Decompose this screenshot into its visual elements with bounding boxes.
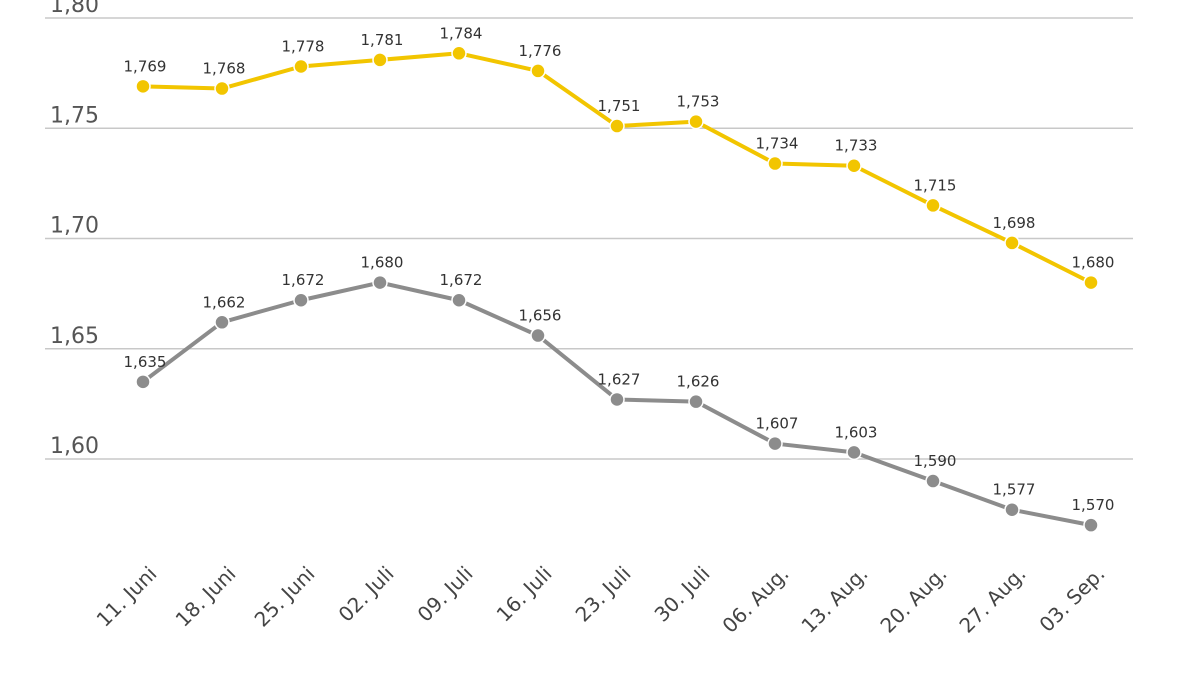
upper-series-line xyxy=(141,51,1093,285)
series-lines xyxy=(135,45,1099,533)
upper-series-point xyxy=(530,63,546,79)
lower-series-data-label: 1,672 xyxy=(282,271,325,289)
upper-series-point xyxy=(767,155,783,172)
lower-series-data-label: 1,607 xyxy=(756,415,799,433)
x-axis-tick-labels: 11. Juni 18. Juni 25. Juni 02. Juli 09. Juli… xyxy=(92,562,1110,638)
x-tick-label: 20. Aug. xyxy=(875,562,951,638)
lower-series-point xyxy=(609,391,625,408)
y-tick-label: 1,75 xyxy=(50,103,99,128)
x-tick-label: 30. Juli xyxy=(650,562,715,627)
lower-series-point xyxy=(925,473,941,489)
lower-series-data-label: 1,626 xyxy=(677,373,720,391)
upper-series-data-label: 1,733 xyxy=(835,137,878,155)
upper-series-point xyxy=(293,58,309,75)
y-axis-tick-labels: 1,60 1,65 1,70 1,75 1,80 xyxy=(50,0,99,459)
lower-series-data-label: 1,603 xyxy=(835,423,878,441)
lower-series-point xyxy=(293,292,309,308)
x-tick-label: 16. Juli xyxy=(492,562,557,627)
upper-series-data-label: 1,784 xyxy=(440,24,483,42)
lower-series-point xyxy=(767,435,783,452)
data-labels: 1,769 1,768 1,778 1,781 1,784 1,776 1,751 1,753… xyxy=(124,24,1115,514)
upper-series-data-label: 1,680 xyxy=(1072,254,1115,272)
upper-series-point xyxy=(609,118,625,134)
lower-series-point xyxy=(214,314,230,331)
lower-series-data-label: 1,672 xyxy=(440,271,483,289)
upper-series-data-label: 1,751 xyxy=(598,97,641,115)
lower-series-point xyxy=(372,274,388,291)
upper-series-data-label: 1,769 xyxy=(124,57,167,75)
y-tick-label: 1,65 xyxy=(50,324,99,349)
y-tick-label: 1,60 xyxy=(50,434,99,459)
upper-series-point xyxy=(451,45,467,62)
upper-series-data-label: 1,753 xyxy=(677,93,720,111)
x-tick-label: 27. Aug. xyxy=(954,562,1030,638)
x-tick-label: 11. Juni xyxy=(92,562,162,632)
upper-series-data-label: 1,776 xyxy=(519,42,562,60)
lower-series-data-label: 1,570 xyxy=(1072,496,1115,514)
x-tick-label: 03. Sep. xyxy=(1034,562,1109,637)
x-tick-label: 02. Juli xyxy=(334,562,399,627)
x-tick-label: 23. Juli xyxy=(571,562,636,627)
upper-series-point xyxy=(846,157,862,174)
lower-series-point xyxy=(1004,501,1020,518)
lower-series-point xyxy=(1083,517,1099,533)
lower-series-data-label: 1,635 xyxy=(124,353,167,371)
lower-series-data-label: 1,577 xyxy=(993,481,1036,499)
x-tick-label: 06. Aug. xyxy=(717,562,793,638)
upper-series-point xyxy=(135,78,151,95)
lower-series-point xyxy=(451,292,467,308)
lower-series-point xyxy=(530,327,546,344)
upper-series-data-label: 1,698 xyxy=(993,214,1036,232)
lower-series-data-label: 1,662 xyxy=(203,293,246,311)
upper-series-data-label: 1,734 xyxy=(756,135,799,153)
x-tick-label: 13. Aug. xyxy=(796,562,872,638)
x-tick-label: 18. Juni xyxy=(171,562,241,632)
lower-series-data-label: 1,656 xyxy=(519,307,562,325)
lower-series-data-label: 1,627 xyxy=(598,370,641,388)
upper-series-data-label: 1,778 xyxy=(282,38,325,56)
upper-series-point xyxy=(925,197,941,214)
upper-series-point xyxy=(688,113,704,130)
y-tick-label: 1,70 xyxy=(50,214,99,239)
y-tick-label: 1,80 xyxy=(50,0,99,18)
upper-series-point xyxy=(372,52,388,68)
upper-series-data-label: 1,768 xyxy=(203,60,246,78)
lower-series-data-label: 1,680 xyxy=(361,254,404,272)
lower-series-data-label: 1,590 xyxy=(914,452,957,470)
x-tick-label: 25. Juni xyxy=(250,562,320,632)
x-tick-label: 09. Juli xyxy=(413,562,478,627)
upper-series-point xyxy=(1083,274,1099,291)
upper-series-point xyxy=(214,80,230,97)
upper-series-point xyxy=(1004,235,1020,251)
lower-series-point xyxy=(846,444,862,461)
gridlines xyxy=(45,17,1133,460)
lower-series-point xyxy=(135,374,151,390)
upper-series-data-label: 1,715 xyxy=(914,176,957,194)
lower-series-point xyxy=(688,393,704,410)
upper-series-data-label: 1,781 xyxy=(361,31,404,49)
